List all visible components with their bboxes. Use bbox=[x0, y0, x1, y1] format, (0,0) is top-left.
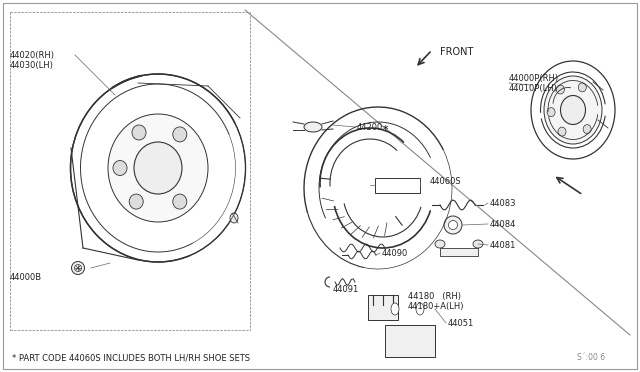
Ellipse shape bbox=[230, 213, 238, 223]
Text: 44081: 44081 bbox=[490, 241, 516, 250]
Ellipse shape bbox=[134, 142, 182, 194]
Ellipse shape bbox=[435, 240, 445, 248]
Ellipse shape bbox=[531, 61, 615, 159]
Text: 44180+A(LH): 44180+A(LH) bbox=[408, 301, 465, 311]
Text: S´:00 6: S´:00 6 bbox=[577, 353, 605, 362]
Bar bbox=[368, 295, 398, 320]
Text: 44090: 44090 bbox=[382, 248, 408, 257]
Ellipse shape bbox=[304, 122, 322, 132]
Ellipse shape bbox=[449, 221, 458, 230]
Ellipse shape bbox=[173, 194, 187, 209]
Ellipse shape bbox=[561, 96, 586, 125]
Ellipse shape bbox=[547, 108, 555, 117]
Ellipse shape bbox=[113, 160, 127, 176]
Ellipse shape bbox=[473, 240, 483, 248]
Text: 44091: 44091 bbox=[333, 285, 359, 295]
Text: 44200∗: 44200∗ bbox=[357, 122, 390, 131]
Text: 44000P(RH): 44000P(RH) bbox=[509, 74, 559, 83]
Ellipse shape bbox=[72, 262, 84, 275]
Bar bbox=[385, 325, 435, 357]
Text: 44000B: 44000B bbox=[10, 273, 42, 282]
Ellipse shape bbox=[70, 74, 246, 262]
Ellipse shape bbox=[444, 216, 462, 234]
Text: 44020(RH): 44020(RH) bbox=[10, 51, 55, 60]
Text: 44180   (RH): 44180 (RH) bbox=[408, 292, 461, 301]
Ellipse shape bbox=[132, 125, 146, 140]
Ellipse shape bbox=[544, 76, 602, 144]
Ellipse shape bbox=[579, 83, 586, 92]
Ellipse shape bbox=[391, 303, 399, 315]
Text: 44030(LH): 44030(LH) bbox=[10, 61, 54, 70]
Ellipse shape bbox=[583, 125, 591, 134]
Text: 44083: 44083 bbox=[490, 199, 516, 208]
Ellipse shape bbox=[558, 127, 566, 136]
Text: * PART CODE 44060S INCLUDES BOTH LH/RH SHOE SETS: * PART CODE 44060S INCLUDES BOTH LH/RH S… bbox=[12, 353, 250, 362]
Ellipse shape bbox=[129, 194, 143, 209]
Text: 44051: 44051 bbox=[448, 318, 474, 327]
Text: 44084: 44084 bbox=[490, 219, 516, 228]
Ellipse shape bbox=[74, 264, 81, 272]
Ellipse shape bbox=[416, 303, 424, 315]
Text: 44060S: 44060S bbox=[430, 176, 461, 186]
Ellipse shape bbox=[108, 114, 208, 222]
Ellipse shape bbox=[556, 85, 564, 94]
Bar bbox=[440, 248, 478, 256]
Text: FRONT: FRONT bbox=[440, 47, 474, 57]
Bar bbox=[375, 178, 420, 193]
Text: 44010P(LH): 44010P(LH) bbox=[509, 83, 558, 93]
Ellipse shape bbox=[173, 127, 187, 142]
